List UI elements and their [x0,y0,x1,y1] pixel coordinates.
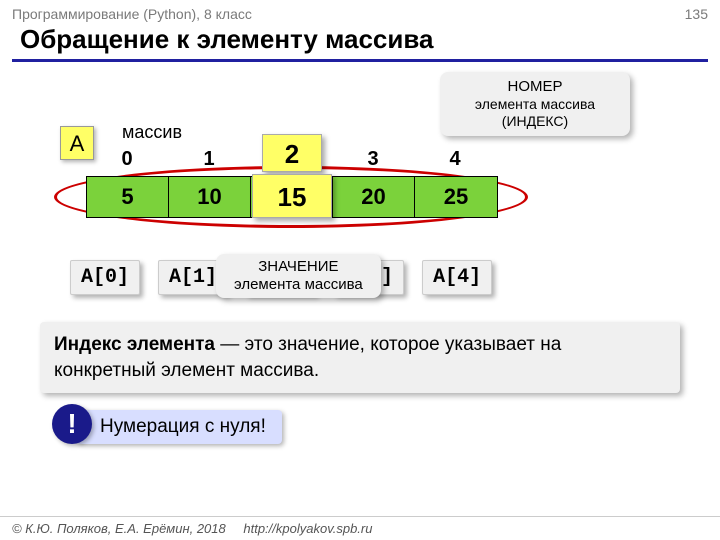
highlighted-value: 15 [252,174,332,218]
array-cell: 5 [87,177,169,217]
content-area: НОМЕР элемента массива (ИНДЕКС) A массив… [0,62,720,532]
callout-line: элемента массива [234,276,363,294]
highlighted-index: 2 [262,134,322,172]
copyright: © К.Ю. Поляков, Е.А. Ерёмин, 2018 [12,521,226,536]
callout-line: элемента массива [454,96,616,113]
access-label: A[0] [70,260,140,295]
callout-line: (ИНДЕКС) [454,113,616,130]
index-label: 4 [414,148,496,171]
definition-term: Индекс элемента [54,334,215,355]
value-callout: ЗНАЧЕНИЕ элемента массива [216,254,381,298]
array-cell: 20 [333,177,415,217]
array-cell: 10 [169,177,251,217]
course-label: Программирование (Python), 8 класс [12,6,252,22]
index-label: 0 [86,148,168,171]
access-label: A[4] [422,260,492,295]
warning-icon: ! [52,404,92,444]
page-number: 135 [685,6,708,22]
footer: © К.Ю. Поляков, Е.А. Ерёмин, 2018 http:/… [0,516,720,540]
index-callout: НОМЕР элемента массива (ИНДЕКС) [440,72,630,136]
array-label: массив [122,122,182,143]
warning-note: Нумерация с нуля! [76,410,282,444]
callout-line: НОМЕР [454,78,616,96]
definition-box: Индекс элемента — это значение, которое … [40,322,680,393]
callout-line: ЗНАЧЕНИЕ [234,258,363,276]
page-title: Обращение к элементу массива [0,24,720,59]
array-cell: 25 [415,177,497,217]
footer-url: http://kpolyakov.spb.ru [243,521,372,536]
